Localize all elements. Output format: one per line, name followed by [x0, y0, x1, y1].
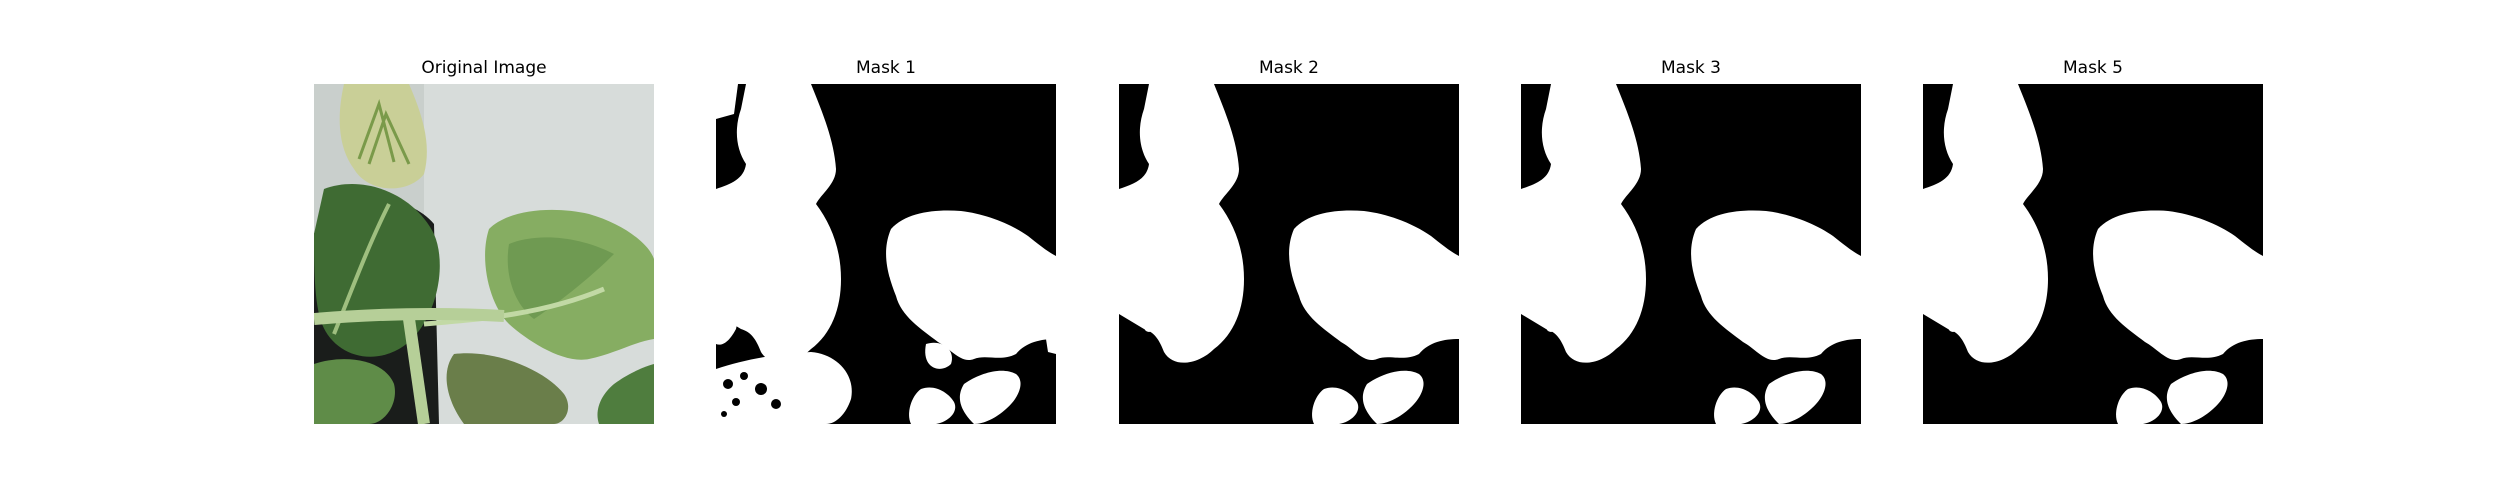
bud [339, 84, 427, 189]
right-leaf-shading [507, 237, 614, 319]
mask-speck [1546, 322, 1556, 332]
mask-speck [1144, 322, 1154, 332]
vertical-stem [403, 318, 430, 424]
panel-mask-2: Mask 2 [1119, 0, 1459, 500]
panel-mask-3: Mask 3 [1521, 0, 1861, 500]
mask-speck [1948, 322, 1958, 332]
panel-title: Mask 5 [2062, 58, 2123, 78]
panel-title: Original Image [421, 58, 547, 78]
lower-leaf-1 [314, 359, 395, 424]
panel-mask-5: Mask 5 [1923, 0, 2263, 500]
mask-5-image [1923, 84, 2263, 424]
original-plant-photo [314, 84, 654, 424]
panel-title: Mask 3 [1660, 58, 1721, 78]
lower-leaf-2 [446, 353, 569, 424]
panel-title: Mask 1 [855, 58, 916, 78]
mask-1-image [716, 84, 1056, 424]
panel-title: Mask 2 [1258, 58, 1319, 78]
right-leaf-vein [423, 286, 605, 327]
bud-veins [357, 98, 411, 165]
mask-noise [716, 84, 1056, 424]
mask-2-image [1119, 84, 1459, 424]
panel-original-image: Original Image [314, 0, 654, 500]
bottom-right-leaf [597, 364, 654, 424]
mask-3-image [1521, 84, 1861, 424]
panel-mask-1: Mask 1 [716, 0, 1056, 500]
horizontal-stem [314, 307, 505, 325]
